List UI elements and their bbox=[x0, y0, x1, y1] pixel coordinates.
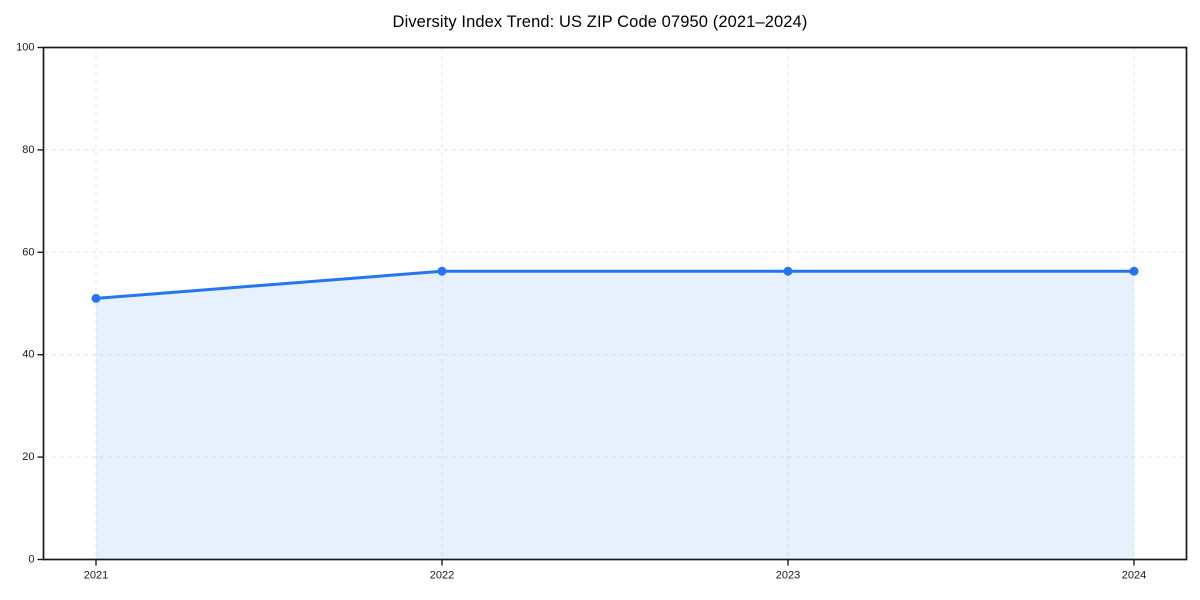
y-tick-label: 80 bbox=[22, 144, 34, 156]
x-tick-label: 2022 bbox=[430, 570, 454, 582]
chart-title: Diversity Index Trend: US ZIP Code 07950… bbox=[392, 13, 808, 31]
data-point-2023 bbox=[783, 266, 793, 276]
x-tick-label: 2023 bbox=[776, 570, 800, 582]
trend-line bbox=[94, 269, 1136, 300]
data-point-2024 bbox=[1129, 266, 1139, 276]
axis-frame bbox=[42, 46, 1188, 561]
data-point-2022 bbox=[437, 266, 447, 276]
y-tick-label: 40 bbox=[22, 349, 34, 361]
y-tick-label: 20 bbox=[22, 451, 34, 463]
area-fill bbox=[96, 271, 1134, 560]
y-tick-label: 100 bbox=[16, 42, 34, 54]
y-tick-label: 60 bbox=[22, 246, 34, 258]
x-tick-label: 2021 bbox=[84, 570, 108, 582]
data-point-2021 bbox=[91, 293, 101, 303]
x-tick-label: 2024 bbox=[1122, 570, 1146, 582]
y-tick-label: 0 bbox=[28, 554, 34, 566]
